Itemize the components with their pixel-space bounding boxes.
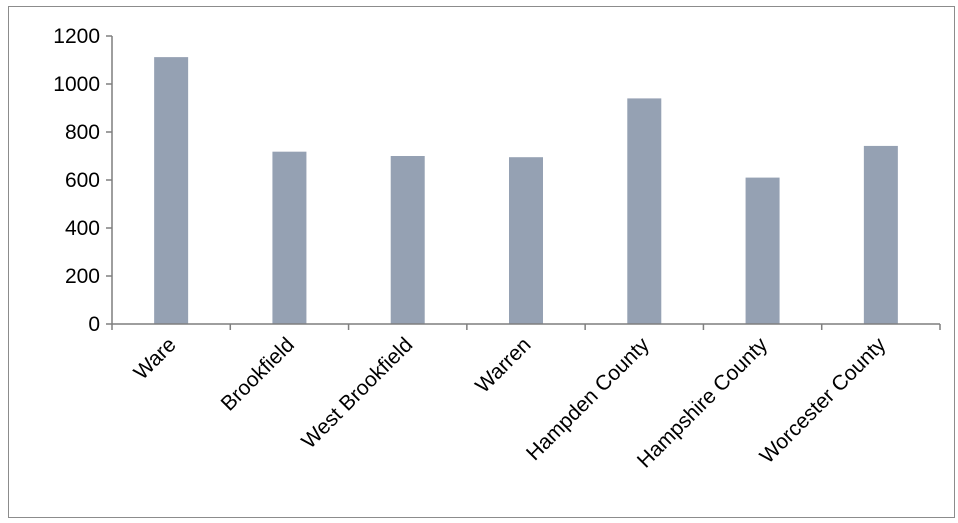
y-axis-tick-labels: 0 200 400 600 800 1000 1200 (53, 25, 100, 336)
y-tick-label: 1000 (53, 73, 100, 96)
bar-west-brookfield (390, 156, 425, 324)
y-tick-label: 400 (65, 217, 100, 240)
bar-warren (509, 157, 543, 324)
y-tick-label: 600 (65, 169, 100, 192)
x-tick-label: West Brookfield (297, 333, 417, 453)
bar-ware (154, 57, 189, 325)
x-tick-label: Worcester County (756, 333, 891, 468)
x-tick-label: Ware (129, 333, 180, 384)
bar-worcester-county (863, 145, 898, 324)
x-axis-ticks (111, 324, 941, 330)
x-tick-label: Hampden County (522, 333, 654, 465)
x-tick-label: Warren (471, 333, 535, 397)
y-tick-label: 200 (65, 265, 100, 288)
bar-hampden-county (627, 98, 662, 325)
bar-hampshire-county (745, 177, 780, 324)
bars-layer (154, 57, 898, 325)
x-tick-label: Brookfield (217, 333, 299, 415)
x-tick-label: Hampshire County (633, 333, 773, 473)
bar-brookfield (272, 151, 307, 324)
y-axis-ticks (106, 35, 112, 325)
y-tick-label: 0 (88, 313, 100, 336)
y-tick-label: 800 (65, 121, 100, 144)
y-tick-label: 1200 (53, 25, 100, 48)
